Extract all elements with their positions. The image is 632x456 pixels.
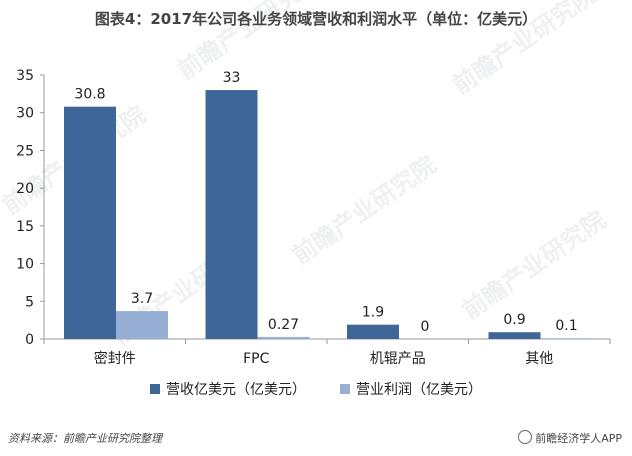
- data-label: 1.9: [362, 305, 384, 321]
- watermark-text: 前瞻产业研究院: [172, 0, 326, 85]
- data-label: 0: [421, 319, 430, 335]
- brand-logo-icon: [518, 430, 533, 444]
- watermark-text: 前瞻产业研究院: [457, 206, 611, 325]
- legend-label: 营收亿美元（亿美元）: [166, 382, 306, 398]
- watermark-text: 前瞻产业研究院: [447, 0, 601, 100]
- brand-label: 前瞻经济学人APP: [518, 430, 622, 446]
- y-tick-label: 10: [16, 257, 34, 273]
- data-label: 0.1: [555, 318, 577, 334]
- y-tick-label: 35: [16, 68, 34, 84]
- data-label: 0.27: [268, 317, 299, 333]
- data-label: 33: [223, 70, 241, 86]
- x-tick-label: 密封件: [94, 350, 136, 367]
- x-tick-label: 机辊产品: [370, 351, 426, 367]
- bar-profit: [116, 311, 168, 339]
- x-tick-label: FPC: [243, 351, 269, 367]
- bar-revenue: [347, 324, 399, 339]
- legend-swatch: [340, 384, 350, 394]
- legend-swatch: [150, 384, 160, 394]
- data-label: 3.7: [131, 291, 153, 307]
- bar-revenue: [64, 106, 116, 340]
- bar-revenue: [488, 332, 541, 339]
- y-tick-label: 0: [25, 332, 34, 348]
- bar-profit: [540, 338, 593, 339]
- x-tick-label: 其他: [525, 351, 553, 367]
- legend-label: 营业利润（亿美元）: [356, 382, 482, 398]
- watermark-text: 前瞻产业研究院: [287, 151, 441, 270]
- source-note: 资料来源：前瞻产业研究院整理: [8, 432, 162, 445]
- y-tick-label: 25: [16, 143, 34, 159]
- brand-text: 前瞻经济学人APP: [535, 432, 622, 445]
- chart-title: 图表4：2017年公司各业务领域营收和利润水平（单位：亿美元）: [94, 10, 538, 28]
- bar-profit: [257, 336, 310, 339]
- y-tick-label: 5: [25, 294, 34, 310]
- y-tick-label: 30: [16, 106, 34, 122]
- y-tick-label: 15: [16, 219, 34, 235]
- y-tick-label: 20: [16, 181, 34, 197]
- bar-revenue: [205, 90, 258, 339]
- data-label: 30.8: [74, 87, 105, 103]
- data-label: 0.9: [503, 312, 525, 328]
